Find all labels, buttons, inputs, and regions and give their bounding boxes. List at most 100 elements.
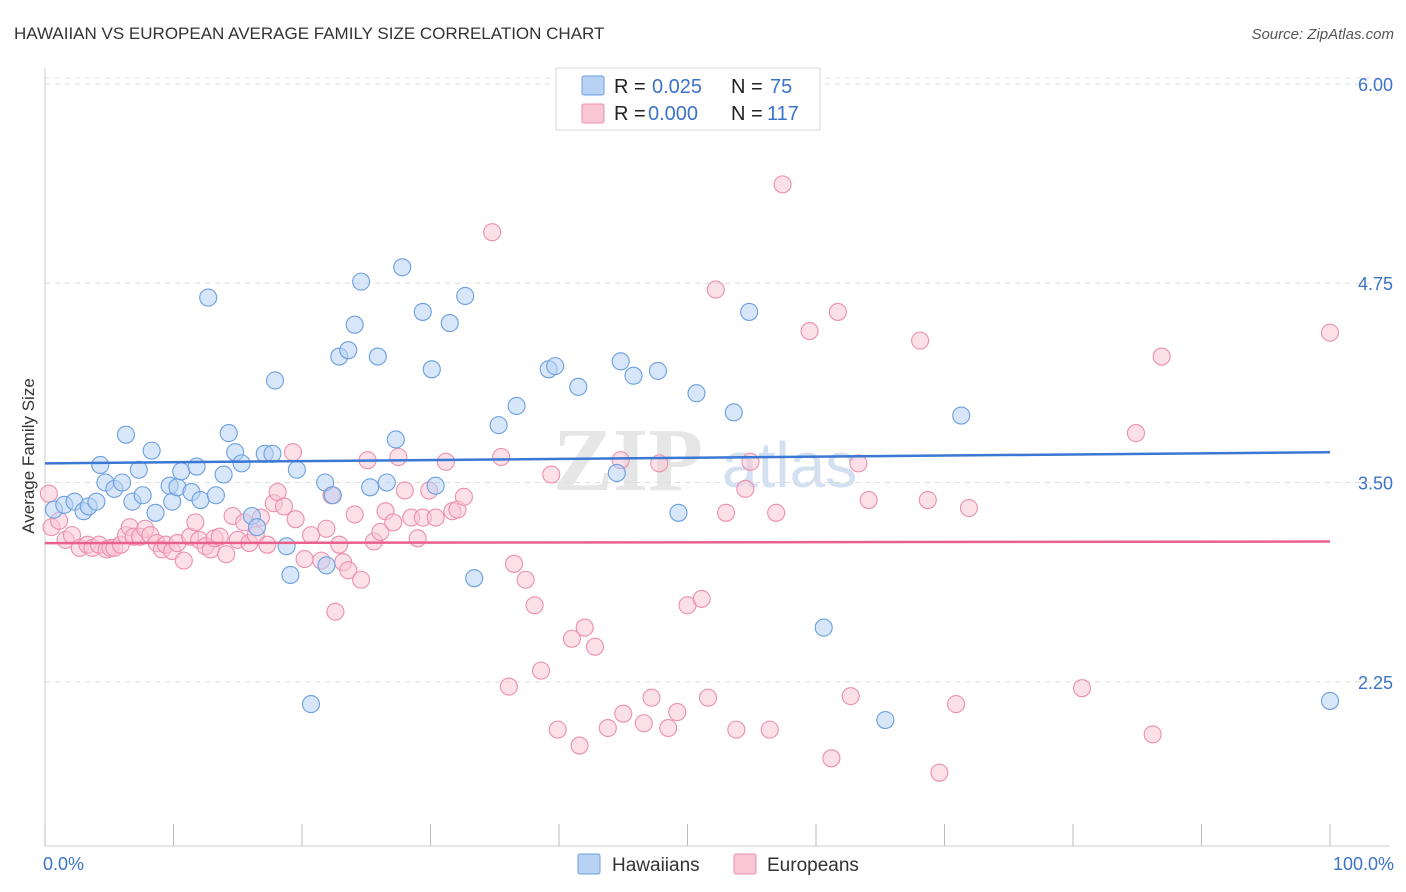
- europeans-point-119: [1320, 323, 1340, 342]
- europeans-point-79: [542, 465, 561, 484]
- hawaiians-point-67: [724, 403, 743, 422]
- europeans-point-45: [295, 549, 314, 569]
- hawaiians-point-47: [377, 473, 396, 492]
- europeans-point-109: [859, 490, 878, 510]
- hawaiians-point-69: [814, 618, 833, 637]
- europeans-point-91: [659, 718, 678, 738]
- europeans-point-0: [39, 484, 58, 503]
- y-tick-label-2.25: 2.25: [1358, 673, 1393, 693]
- europeans-point-104: [800, 322, 819, 341]
- chart-source: Source: ZipAtlas.com: [1251, 26, 1394, 43]
- europeans-point-98: [727, 720, 746, 739]
- europeans-point-94: [692, 589, 711, 608]
- hawaiians-point-48: [386, 430, 405, 449]
- hawaiians-point-12: [129, 460, 148, 479]
- hawaiians-point-35: [281, 565, 300, 585]
- europeans-point-80: [548, 720, 567, 739]
- axes: [44, 68, 1390, 847]
- bottom-legend-swatch-hawaiians[interactable]: [577, 853, 601, 875]
- europeans-point-50: [326, 602, 345, 621]
- europeans-point-26: [186, 513, 205, 532]
- hawaiians-point-63: [624, 366, 643, 385]
- hawaiians-point-44: [352, 272, 371, 291]
- europeans-point-95: [699, 688, 718, 707]
- legend-n-value-europeans: 117: [767, 103, 799, 125]
- stats-legend: R = 0.025 N = 75 R = 0.000 N = 117: [555, 67, 821, 131]
- europeans-point-72: [483, 223, 502, 242]
- hawaiians-point-21: [187, 457, 206, 476]
- europeans-point-55: [352, 570, 371, 589]
- hawaiians-point-40: [323, 486, 342, 505]
- hawaiians-point-55: [465, 569, 484, 588]
- hawaiians-point-70: [876, 711, 895, 730]
- hawaiians-point-25: [214, 465, 233, 484]
- watermark: ZIP atlas: [553, 411, 857, 510]
- europeans-point-102: [767, 503, 786, 522]
- hawaiians-point-66: [687, 384, 706, 403]
- bottom-legend-label-europeans[interactable]: Europeans: [767, 855, 859, 876]
- europeans-point-100: [741, 452, 760, 471]
- hawaiians-point-61: [607, 463, 626, 482]
- europeans-trend-line: [44, 540, 1331, 545]
- legend-swatch-hawaiians: [581, 75, 605, 96]
- europeans-point-92: [668, 703, 687, 722]
- europeans-point-24: [174, 551, 193, 570]
- hawaiians-point-39: [317, 556, 336, 575]
- y-tick-label-4.75: 4.75: [1358, 274, 1393, 294]
- legend-n-label-hawaiians: N =: [731, 76, 763, 98]
- europeans-point-42: [274, 497, 294, 516]
- hawaiians-point-10: [116, 425, 136, 444]
- x-ticks: [44, 824, 1331, 846]
- europeans-point-77: [525, 596, 544, 615]
- hawaiians-point-52: [426, 476, 445, 495]
- x-tick-label-min: 0.0%: [43, 854, 84, 874]
- hawaiians-point-43: [345, 315, 364, 334]
- hawaiians-point-54: [456, 286, 475, 306]
- europeans-point-81: [562, 629, 581, 648]
- europeans-point-78: [531, 661, 551, 680]
- europeans-point-117: [1143, 725, 1162, 744]
- europeans-point-85: [598, 718, 617, 738]
- hawaiians-point-37: [301, 695, 321, 714]
- europeans-point-87: [614, 704, 633, 723]
- europeans-point-48: [317, 519, 336, 538]
- hawaiians-point-60: [569, 377, 588, 396]
- europeans-point-114: [959, 498, 978, 518]
- hawaiians-point-64: [648, 361, 667, 380]
- hawaiians-point-51: [422, 360, 441, 379]
- chart-title: HAWAIIAN VS EUROPEAN AVERAGE FAMILY SIZE…: [14, 24, 604, 43]
- hawaiians-point-56: [489, 416, 508, 435]
- europeans-point-89: [642, 688, 661, 707]
- hawaiians-point-23: [199, 288, 218, 307]
- legend-r-label-europeans: R =: [614, 103, 646, 125]
- hawaiians-point-71: [952, 406, 971, 425]
- europeans-point-75: [504, 554, 524, 573]
- europeans-point-53: [339, 561, 358, 580]
- bottom-legend-swatch-europeans[interactable]: [733, 853, 757, 875]
- europeans-point-68: [436, 452, 455, 471]
- hawaiians-point-32: [263, 444, 282, 463]
- bottom-legend-label-hawaiians[interactable]: Hawaiians: [612, 855, 700, 876]
- x-tick-label-max: 100.0%: [1333, 854, 1394, 874]
- europeans-point-113: [947, 695, 966, 714]
- hawaiians-point-15: [146, 503, 165, 522]
- europeans-point-64: [408, 529, 427, 548]
- hawaiians-point-19: [172, 462, 191, 481]
- europeans-point-54: [345, 505, 364, 524]
- series-legend: Hawaiians Europeans: [577, 853, 859, 876]
- trend-lines: [44, 450, 1331, 545]
- y-tick-label-3.50: 3.50: [1358, 474, 1393, 494]
- hawaiians-point-9: [113, 473, 132, 492]
- hawaiians-point-72: [1320, 691, 1340, 710]
- hawaiians-points: [44, 258, 1340, 730]
- europeans-point-58: [371, 522, 390, 541]
- gridlines: [45, 77, 1390, 683]
- hawaiians-point-36: [287, 460, 306, 479]
- hawaiians-point-6: [91, 455, 110, 475]
- hawaiians-point-34: [277, 537, 296, 556]
- europeans-point-61: [389, 447, 408, 467]
- europeans-point-44: [286, 510, 305, 529]
- hawaiians-point-42: [339, 341, 358, 360]
- europeans-point-96: [706, 280, 725, 299]
